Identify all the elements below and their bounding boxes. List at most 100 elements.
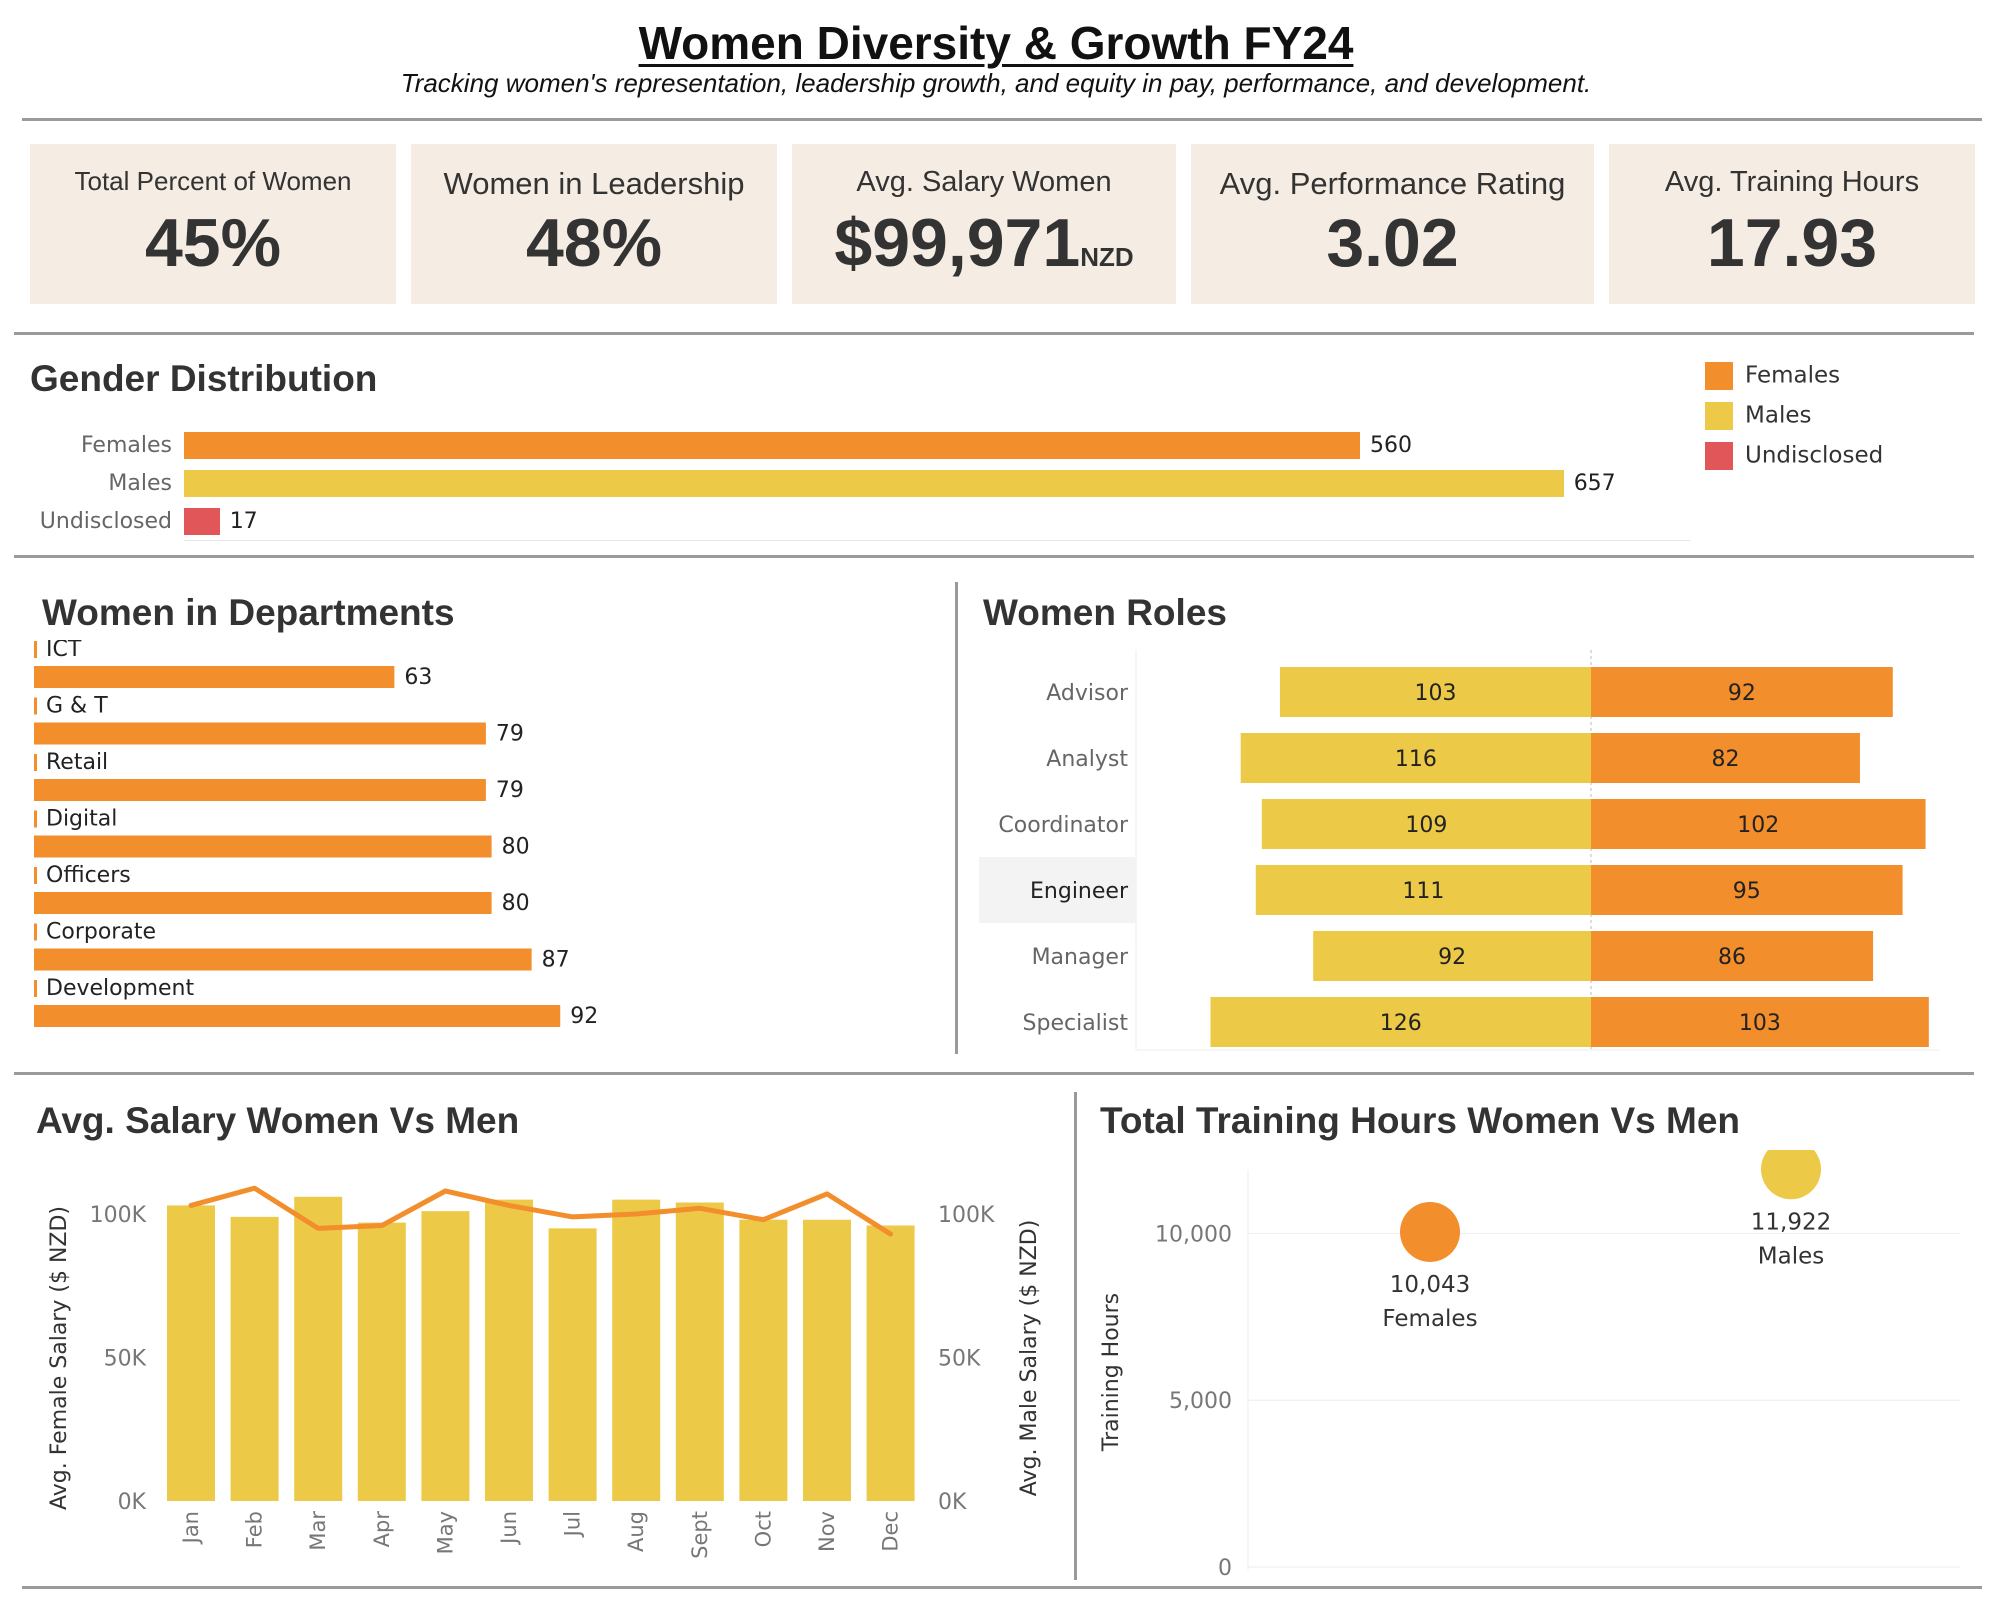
women-departments-chart: ICT 63 G & T 79 Retail 79 Digital 80 Officers 80 C… bbox=[34, 640, 598, 1029]
legend-swatch bbox=[1705, 442, 1733, 470]
role-bar-left bbox=[1240, 733, 1591, 783]
role-value-right: 82 bbox=[1711, 747, 1739, 772]
department-tick bbox=[34, 867, 37, 884]
x-tick-label: Apr bbox=[370, 1511, 394, 1548]
salary-bar bbox=[675, 1202, 724, 1501]
kpi-value-number: $99,971 bbox=[834, 205, 1081, 281]
x-tick-label: Dec bbox=[879, 1511, 903, 1552]
gender-bar[interactable] bbox=[184, 432, 1360, 459]
salary-bar bbox=[739, 1219, 788, 1501]
gender-distribution-title: Gender Distribution bbox=[30, 358, 378, 399]
legend-undisclosed[interactable]: Undisclosed bbox=[1705, 442, 1883, 470]
x-tick-label: May bbox=[433, 1511, 457, 1554]
department-tick bbox=[34, 923, 37, 941]
y-axis-title: Training Hours bbox=[1099, 1293, 1124, 1452]
role-value-right: 102 bbox=[1737, 813, 1779, 838]
x-tick-label: Aug bbox=[624, 1511, 648, 1552]
role-bar-left bbox=[1279, 667, 1591, 717]
kpi-label: Avg. Performance Rating bbox=[1219, 166, 1566, 201]
training-value-label: 10,043 bbox=[1390, 1272, 1470, 1298]
kpi-card-total-women[interactable]: Total Percent of Women 45% bbox=[30, 144, 396, 304]
gender-bar[interactable] bbox=[184, 508, 220, 535]
salary-bar bbox=[421, 1211, 470, 1501]
gender-bar-value: 560 bbox=[1370, 433, 1412, 458]
y-axis-title: Avg. Female Salary ($ NZD) bbox=[47, 1206, 72, 1510]
department-label: Digital bbox=[46, 807, 117, 832]
dashboard-title-text: Women Diversity & Growth FY24 bbox=[638, 17, 1354, 69]
role-value-right: 92 bbox=[1728, 681, 1756, 706]
training-bubble bbox=[1761, 1150, 1821, 1200]
salary-bar bbox=[612, 1199, 661, 1501]
gender-bar-value: 17 bbox=[229, 509, 258, 534]
legend-swatch bbox=[1705, 362, 1733, 390]
department-bar bbox=[34, 666, 395, 688]
male-salary-line bbox=[188, 1185, 894, 1237]
department-value: 79 bbox=[496, 778, 524, 803]
training-chart-title: Total Training Hours Women Vs Men bbox=[1100, 1100, 1741, 1141]
x-tick-label: Nov bbox=[815, 1511, 839, 1552]
role-value-left: 111 bbox=[1402, 879, 1444, 904]
salary-bar bbox=[803, 1219, 851, 1501]
department-value: 92 bbox=[570, 1004, 598, 1029]
department-tick bbox=[34, 697, 37, 715]
women-roles-chart: Advisor 103 92 Analyst 116 82 Coordinator 109 10… bbox=[979, 650, 1940, 1051]
role-bar-left bbox=[1313, 931, 1591, 981]
kpi-card-avg-salary[interactable]: Avg. Salary Women $99,971NZD bbox=[792, 144, 1176, 304]
department-tick bbox=[34, 810, 37, 828]
department-tick bbox=[34, 980, 37, 997]
role-bar-right bbox=[1591, 931, 1874, 981]
role-bar-left bbox=[1261, 799, 1591, 849]
role-value-left: 103 bbox=[1414, 681, 1456, 706]
role-bar-right bbox=[1591, 997, 1929, 1047]
divider-vertical bbox=[1074, 1092, 1077, 1580]
women-departments-title: Women in Departments bbox=[42, 592, 455, 633]
role-label: Engineer bbox=[1030, 879, 1129, 904]
department-value: 87 bbox=[542, 948, 570, 973]
department-label: Corporate bbox=[46, 920, 156, 945]
training-chart: Training Hours 0 5,000 10,000 10,043 Females 1… bbox=[1099, 1150, 1960, 1580]
role-bar-right bbox=[1591, 799, 1926, 849]
role-bar-right bbox=[1591, 733, 1860, 783]
y2-tick-label: 0K bbox=[938, 1490, 967, 1515]
legend-label: Undisclosed bbox=[1745, 442, 1884, 469]
department-tick bbox=[34, 641, 37, 658]
role-value-left: 92 bbox=[1438, 945, 1466, 970]
y-tick-label: 0K bbox=[118, 1490, 147, 1515]
kpi-card-avg-performance[interactable]: Avg. Performance Rating 3.02 bbox=[1191, 144, 1594, 304]
salary-bar bbox=[167, 1205, 215, 1501]
kpi-card-women-leadership[interactable]: Women in Leadership 48% bbox=[411, 144, 777, 304]
department-label: Retail bbox=[46, 750, 108, 775]
salary-bar bbox=[294, 1196, 343, 1501]
y-tick-label: 0 bbox=[1218, 1556, 1232, 1580]
y-tick-label: 100K bbox=[90, 1203, 147, 1228]
gender-bar-label: Males bbox=[108, 471, 172, 496]
legend-males[interactable]: Males bbox=[1705, 402, 1811, 430]
gender-bar[interactable] bbox=[184, 470, 1564, 497]
role-bar-left bbox=[1255, 865, 1591, 915]
kpi-value: 45% bbox=[144, 205, 282, 281]
role-value-right: 103 bbox=[1739, 1011, 1781, 1036]
kpi-card-avg-training[interactable]: Avg. Training Hours 17.93 bbox=[1609, 144, 1975, 304]
training-bubble bbox=[1400, 1201, 1460, 1262]
department-value: 80 bbox=[502, 891, 530, 916]
role-label: Specialist bbox=[1023, 1011, 1129, 1036]
divider bbox=[14, 332, 1974, 335]
role-value-left: 109 bbox=[1405, 813, 1447, 838]
x-tick-label: Mar bbox=[306, 1511, 330, 1551]
kpi-value: $99,971NZD bbox=[792, 204, 1176, 282]
dashboard-subtitle: Tracking women's representation, leaders… bbox=[400, 68, 1592, 98]
legend-females[interactable]: Females bbox=[1705, 362, 1840, 390]
department-value: 79 bbox=[496, 722, 524, 747]
divider bbox=[22, 1586, 1982, 1589]
legend-label: Males bbox=[1745, 402, 1812, 429]
kpi-value: 48% bbox=[525, 205, 663, 281]
x-tick-label: Jan bbox=[179, 1511, 203, 1545]
gender-bar-value: 657 bbox=[1573, 471, 1616, 496]
x-tick-label: Oct bbox=[751, 1511, 775, 1547]
y-tick-label: 10,000 bbox=[1155, 1222, 1232, 1247]
x-tick-label: Jun bbox=[497, 1511, 521, 1546]
role-bar-left bbox=[1210, 997, 1591, 1047]
y-tick-label: 50K bbox=[104, 1347, 147, 1372]
role-highlight bbox=[979, 857, 1136, 923]
role-bar-right bbox=[1591, 865, 1903, 915]
